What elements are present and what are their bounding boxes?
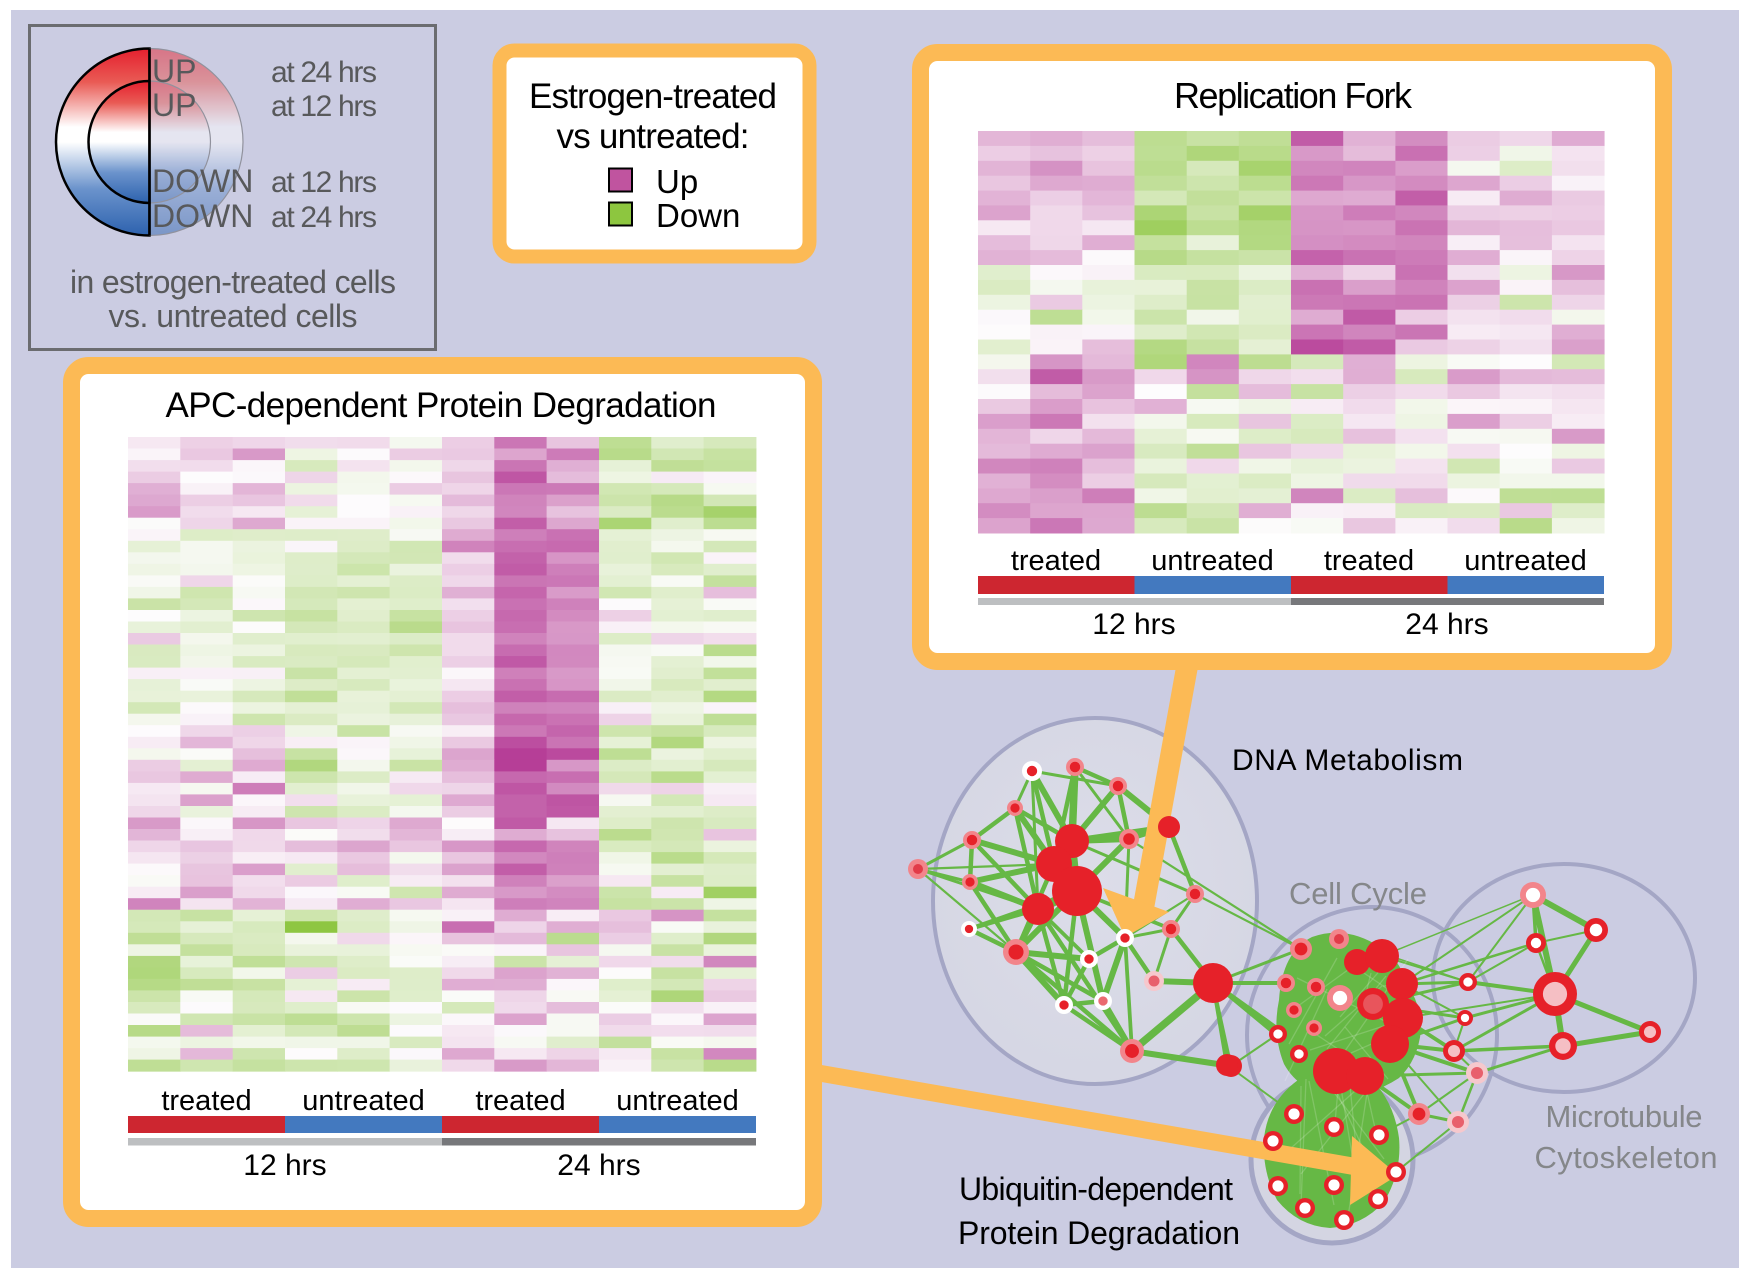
svg-text:vs untreated:: vs untreated: bbox=[557, 117, 750, 156]
svg-text:Cell Cycle: Cell Cycle bbox=[1289, 876, 1427, 911]
svg-text:Cytoskeleton: Cytoskeleton bbox=[1535, 1140, 1718, 1175]
svg-text:Ubiquitin-dependent: Ubiquitin-dependent bbox=[959, 1171, 1233, 1207]
svg-text:APC-dependent Protein Degradat: APC-dependent Protein Degradation bbox=[166, 386, 717, 425]
svg-text:DOWN: DOWN bbox=[152, 198, 253, 234]
svg-text:treated: treated bbox=[1011, 545, 1101, 577]
svg-text:in estrogen-treated cells: in estrogen-treated cells bbox=[70, 264, 396, 300]
svg-text:Replication Fork: Replication Fork bbox=[1174, 75, 1413, 116]
svg-text:at 12 hrs: at 12 hrs bbox=[271, 90, 377, 123]
svg-text:untreated: untreated bbox=[616, 1085, 739, 1117]
svg-text:Protein Degradation: Protein Degradation bbox=[958, 1215, 1240, 1251]
svg-text:UP: UP bbox=[152, 53, 196, 89]
svg-text:Microtubule: Microtubule bbox=[1546, 1099, 1703, 1134]
svg-text:24 hrs: 24 hrs bbox=[1405, 608, 1488, 641]
svg-text:24 hrs: 24 hrs bbox=[557, 1149, 640, 1182]
svg-text:Estrogen-treated: Estrogen-treated bbox=[529, 77, 777, 116]
svg-text:at 24 hrs: at 24 hrs bbox=[271, 56, 377, 89]
svg-text:untreated: untreated bbox=[302, 1085, 425, 1117]
svg-text:Down: Down bbox=[656, 197, 740, 234]
svg-text:treated: treated bbox=[475, 1085, 565, 1117]
svg-text:at 12 hrs: at 12 hrs bbox=[271, 166, 377, 199]
svg-text:12 hrs: 12 hrs bbox=[243, 1149, 326, 1182]
svg-text:Up: Up bbox=[656, 163, 698, 200]
svg-text:UP: UP bbox=[152, 87, 196, 123]
svg-text:12 hrs: 12 hrs bbox=[1092, 608, 1175, 641]
svg-text:DNA Metabolism: DNA Metabolism bbox=[1232, 744, 1463, 777]
svg-text:treated: treated bbox=[161, 1085, 251, 1117]
svg-text:untreated: untreated bbox=[1464, 545, 1587, 577]
svg-text:DOWN: DOWN bbox=[152, 163, 253, 199]
svg-text:treated: treated bbox=[1324, 545, 1414, 577]
svg-text:untreated: untreated bbox=[1151, 545, 1274, 577]
svg-text:at 24 hrs: at 24 hrs bbox=[271, 201, 377, 234]
svg-text:vs. untreated cells: vs. untreated cells bbox=[109, 298, 358, 334]
